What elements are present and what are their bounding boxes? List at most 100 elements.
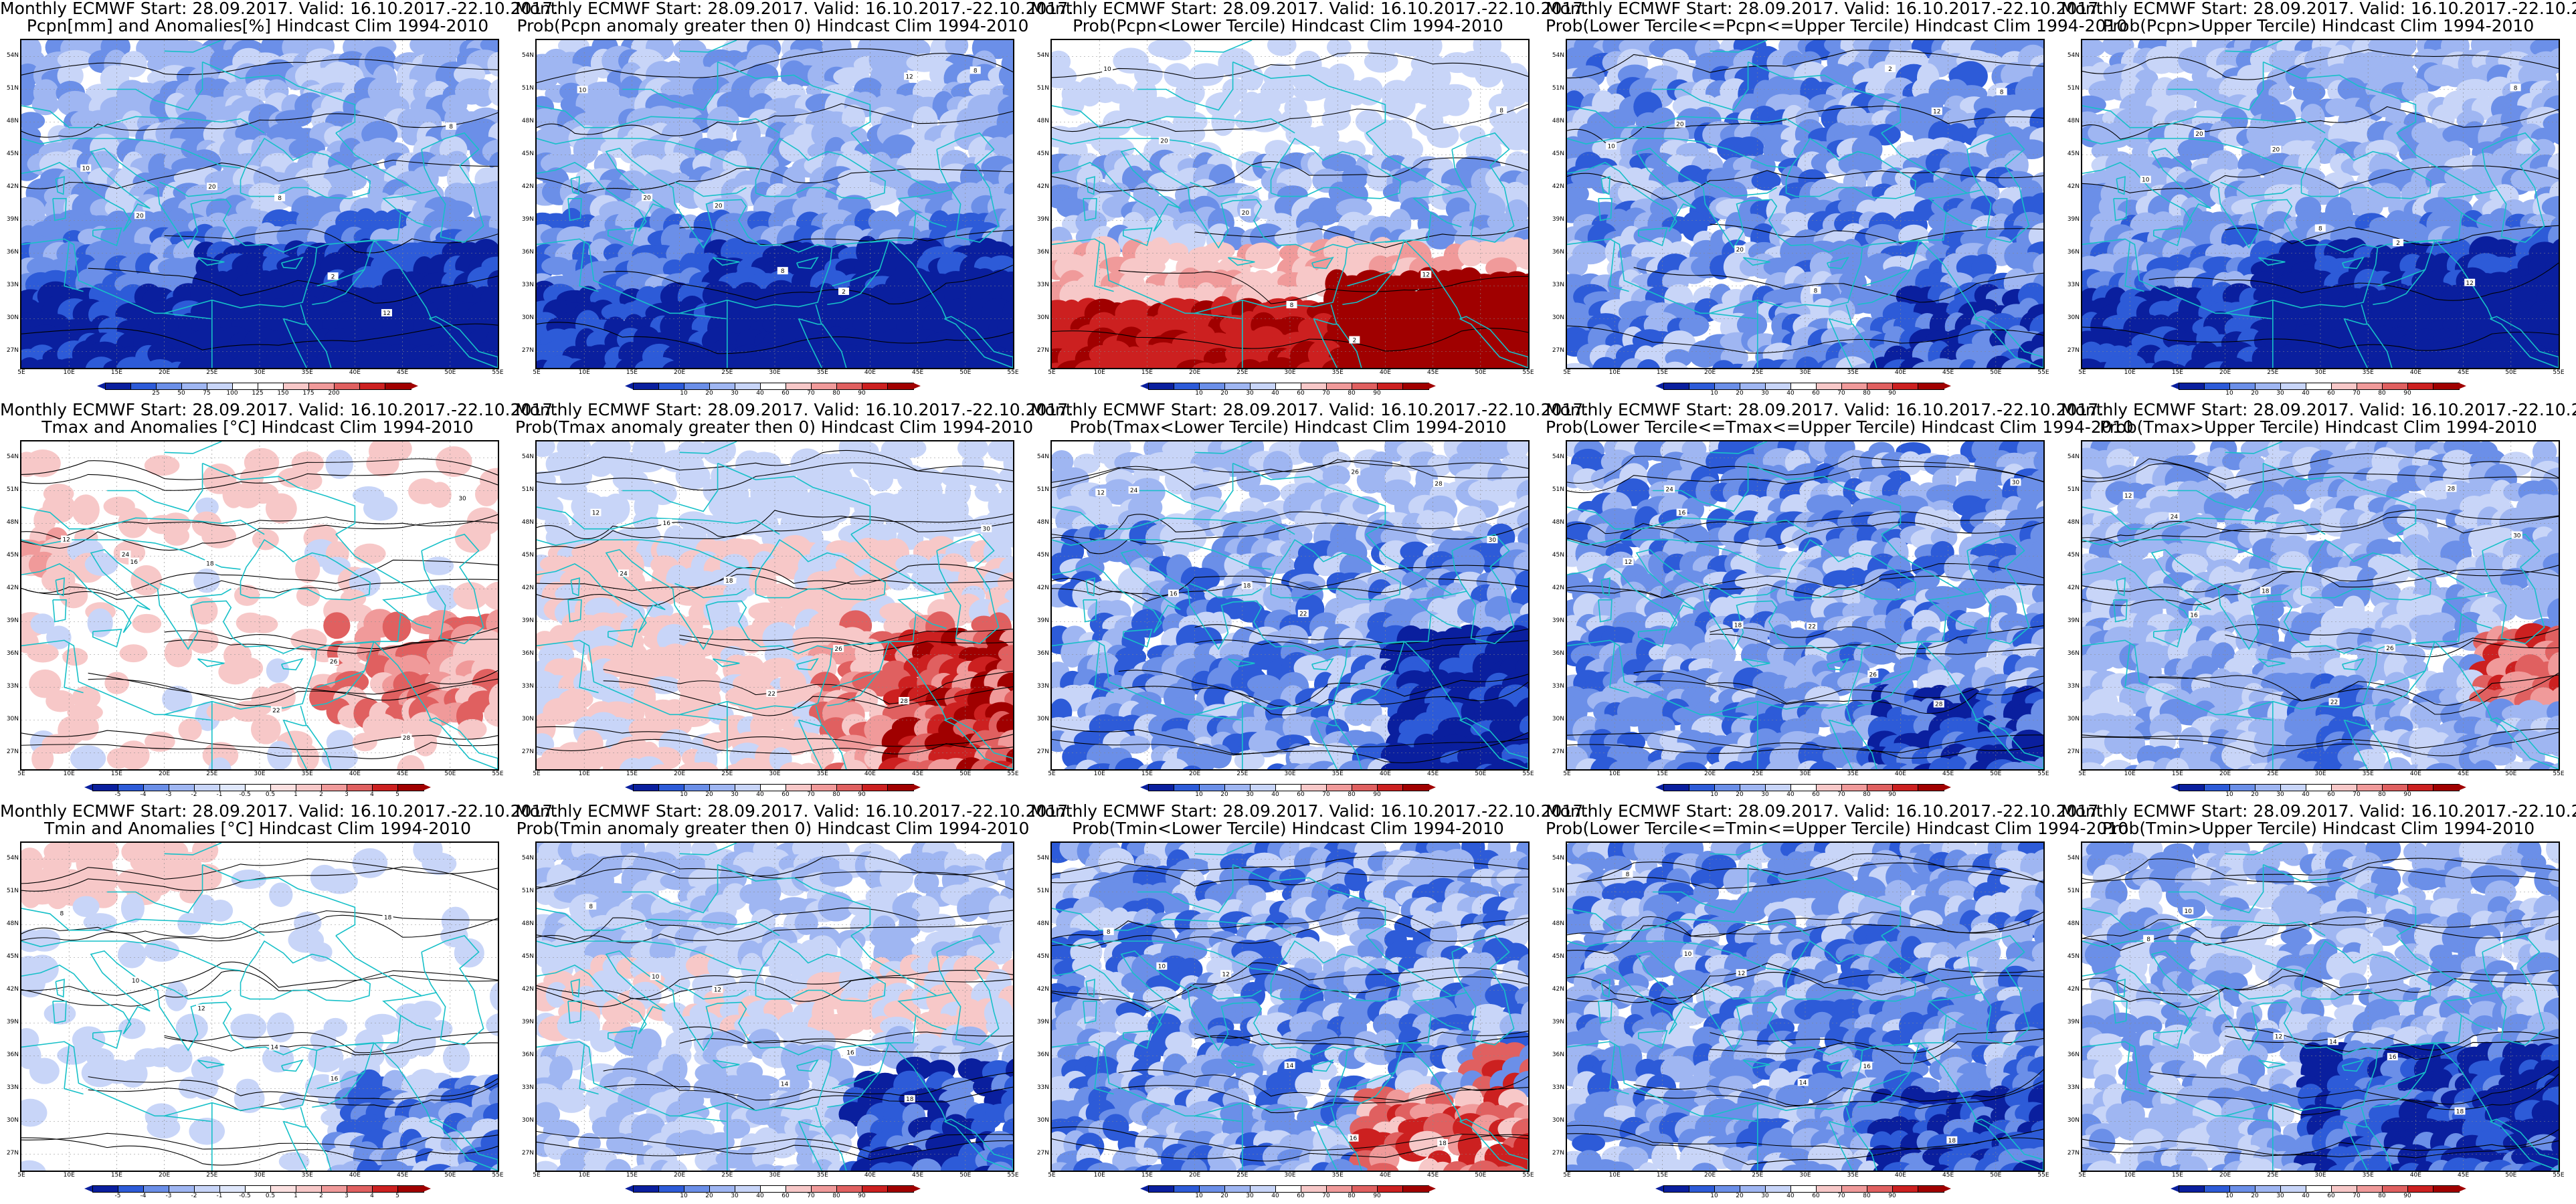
contour-line xyxy=(164,627,498,649)
colorbar-swatch xyxy=(1689,383,1715,389)
longitude-tick-label: 10E xyxy=(578,369,590,376)
colorbar-swatch xyxy=(2357,383,2383,389)
panel-title-line2: Prob(Tmax anomaly greater then 0) Hindca… xyxy=(515,417,1034,437)
coastline-path xyxy=(197,658,225,668)
colorbar-label: 30 xyxy=(2276,390,2284,397)
longitude-axis: 5E 10E 15E 20E 25E 30E 35E 40E 45E 50E 55E xyxy=(533,771,1018,780)
contour-line xyxy=(603,264,1013,305)
colorbar-arrow-left xyxy=(97,383,105,389)
colorbar-swatch xyxy=(258,383,284,389)
contour-label: 8 xyxy=(274,193,286,202)
contour-label: 8 xyxy=(777,267,788,275)
panel-title: Monthly ECMWF Start: 28.09.2017. Valid: … xyxy=(1546,0,2127,35)
colorbar-swatch xyxy=(2256,383,2281,389)
coastline-path xyxy=(164,441,222,454)
colorbar-strip xyxy=(2179,383,2460,390)
panel-title: Monthly ECMWF Start: 28.09.2017. Valid: … xyxy=(515,0,1073,35)
field-cell xyxy=(2531,138,2556,159)
colorbar-label: 40 xyxy=(756,791,764,798)
latitude-tick-label: 54N xyxy=(521,453,534,460)
field-cell xyxy=(488,79,498,106)
field-cell xyxy=(779,134,814,163)
contour-label: 12 xyxy=(61,535,72,544)
longitude-tick-label: 30E xyxy=(2314,369,2326,376)
field-cell xyxy=(27,643,59,663)
contour-lines xyxy=(21,458,498,759)
colorbar-swatch xyxy=(1918,383,1944,389)
colorbar-swatch xyxy=(360,383,385,389)
coastline-path xyxy=(537,105,780,134)
colorbar-arrow-right xyxy=(1943,383,1951,389)
field-cell xyxy=(296,744,319,769)
latitude-tick-label: 51N xyxy=(521,486,534,493)
latitude-axis: 54N 51N 48N 45N 42N 39N 36N 33N 30N 27N xyxy=(1030,39,1049,367)
field-cell xyxy=(321,746,358,769)
colorbar-swatch xyxy=(1149,383,1174,389)
longitude-tick-label: 15E xyxy=(2171,369,2183,376)
field-cell xyxy=(266,658,290,683)
colorbar-swatch xyxy=(1842,383,1867,389)
coastline-path xyxy=(1653,62,1749,111)
longitude-tick-label: 25E xyxy=(206,771,218,777)
longitude-tick-label: 30E xyxy=(1799,369,1811,376)
field-cell xyxy=(45,690,76,712)
contour-line xyxy=(21,730,498,750)
coastline-path xyxy=(312,641,375,707)
coastline-path xyxy=(282,318,332,368)
field-cell xyxy=(130,565,163,596)
field-cell xyxy=(267,740,292,769)
colorbar-swatch xyxy=(2433,383,2459,389)
latitude-tick-label: 30N xyxy=(2067,314,2080,321)
coastline-path xyxy=(1638,227,1668,247)
longitude-tick-label: 45E xyxy=(2458,369,2470,376)
colorbar-label: 10 xyxy=(680,791,688,798)
latitude-tick-label: 30N xyxy=(6,715,19,722)
colorbar-labels: 10 20 30 40 60 70 80 90 xyxy=(625,791,921,799)
contour-line xyxy=(1567,49,2043,79)
coastline-path xyxy=(164,714,211,721)
field-cell xyxy=(1971,254,1997,280)
latitude-tick-label: 42N xyxy=(521,584,534,591)
longitude-tick-label: 40E xyxy=(864,771,876,777)
colorbar-swatch xyxy=(296,785,322,791)
longitude-axis: 5E 10E 15E 20E 25E 30E 35E 40E 45E 50E 55E xyxy=(1048,369,1534,379)
latitude-tick-label: 27N xyxy=(1036,346,1049,354)
colorbar-swatch xyxy=(2230,383,2256,389)
field-cell xyxy=(482,581,498,611)
field-cell xyxy=(353,543,386,565)
latitude-tick-label: 36N xyxy=(6,649,19,657)
contour-label: 16 xyxy=(661,518,672,527)
coastline-path xyxy=(316,670,365,688)
field-cell xyxy=(896,355,925,368)
forecast-panel: Monthly ECMWF Start: 28.09.2017. Valid: … xyxy=(0,401,558,803)
contour-label: 22 xyxy=(766,689,777,698)
contour-label: 8 xyxy=(1810,286,1821,294)
coastline-path xyxy=(312,239,375,306)
colorbar-swatch xyxy=(157,383,182,389)
contour-line xyxy=(21,520,498,551)
longitude-tick-label: 20E xyxy=(159,771,171,777)
coastline-path xyxy=(1748,61,1902,134)
coastline-path xyxy=(2113,198,2128,221)
colorbar-label: -5 xyxy=(114,791,121,798)
contour-label: 12 xyxy=(590,508,602,517)
contour-line xyxy=(1052,52,1528,80)
coastline-path xyxy=(281,256,304,270)
longitude-tick-label: 35E xyxy=(301,771,313,777)
longitude-tick-label: 55E xyxy=(2037,369,2049,376)
colorbar-arrow-left xyxy=(1655,383,1663,389)
contour-label: 8 xyxy=(2314,224,2326,232)
contour-line xyxy=(88,678,498,706)
coastline-path xyxy=(1385,189,1468,243)
colorbar-label: 10 xyxy=(1710,390,1718,397)
latitude-tick-label: 39N xyxy=(1036,215,1049,223)
contour-label: 2 xyxy=(1349,336,1360,344)
coastline-path xyxy=(1785,137,1917,199)
contour-line xyxy=(164,639,498,654)
graticule xyxy=(21,40,498,368)
colorbar-label: 150 xyxy=(277,390,289,397)
coastline-path xyxy=(400,613,432,629)
contour-label: 8 xyxy=(970,66,981,74)
coastline-path xyxy=(202,462,356,535)
